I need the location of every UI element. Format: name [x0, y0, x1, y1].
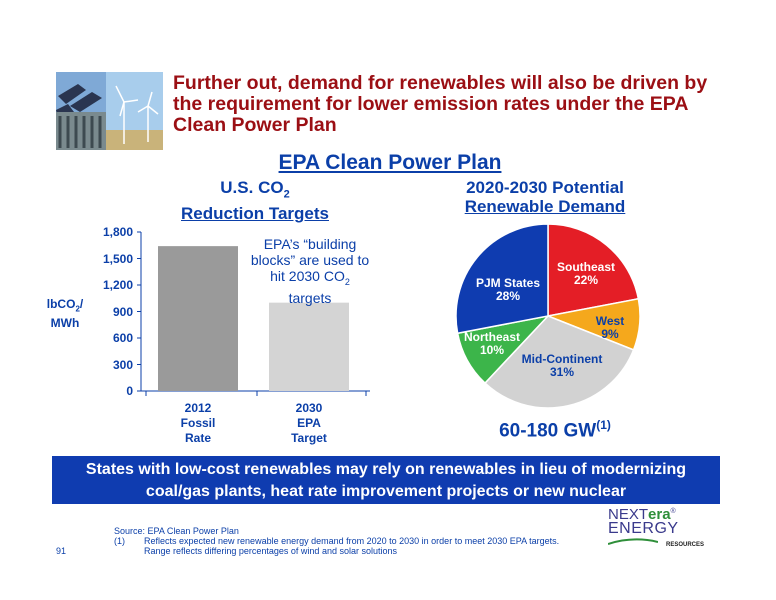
section-title: EPA Clean Power Plan: [278, 151, 502, 174]
y-label-sub: 2: [75, 304, 80, 314]
y-tick-label: 1,800: [102, 225, 133, 239]
pie-slice-pjm-states: [455, 223, 549, 335]
pie-chart-title: 2020-2030 Potential Renewable Demand: [415, 178, 675, 216]
y-axis-label: lbCO2/ MWh: [40, 297, 90, 330]
nextera-energy-logo: NEXTera® ENERGY RESOURCES: [600, 506, 720, 554]
bar-title-sub: 2: [283, 188, 290, 201]
pie-slice-mid-continent: [483, 315, 635, 409]
renewables-photo: [56, 72, 163, 150]
bar-chart-callout: EPA’s “building blocks” are used to hit …: [250, 236, 370, 306]
bar-chart-title: U.S. CO2 Reduction Targets: [150, 178, 360, 223]
demand-total: 60-180 GW(1): [480, 418, 630, 442]
callout-text: EPA’s “building blocks” are used to hit …: [250, 236, 370, 284]
y-tick-label: 1,200: [102, 278, 133, 292]
bar-title-part1: U.S. CO: [220, 178, 284, 197]
y-tick-label: 1,500: [102, 251, 133, 266]
callout-end: targets: [288, 289, 332, 306]
footnote-number: (1): [114, 536, 125, 546]
logo-resources: RESOURCES: [666, 542, 705, 548]
demand-total-footnote: (1): [596, 418, 611, 432]
logo-registered: ®: [670, 508, 676, 515]
demand-total-value: 60-180 GW: [499, 420, 597, 442]
y-label-slash: /: [79, 297, 84, 311]
callout-sub: 2: [344, 276, 350, 287]
bar-1: [158, 246, 238, 391]
pie-slice-label: Northeast 10%: [463, 330, 520, 357]
source-line: Source: EPA Clean Power Plan: [114, 526, 239, 536]
y-tick-label: 0: [126, 384, 133, 398]
y-tick-label: 900: [112, 304, 133, 319]
y-tick-label: 300: [112, 357, 133, 372]
pie-slice-label: West 9%: [595, 314, 625, 341]
pie-slice-label: PJM States 28%: [475, 276, 541, 303]
y-label-part2: MWh: [50, 316, 80, 331]
takeaway-banner: States with low-cost renewables may rely…: [52, 456, 720, 504]
logo-era: era: [648, 506, 671, 523]
bar-title-part2: Reduction Targets: [181, 204, 329, 224]
slide-headline: Further out, demand for renewables will …: [173, 72, 708, 136]
x-category-label: 2012 Fossil Rate: [180, 401, 216, 445]
pie-slice-label: Mid-Continent 31%: [521, 352, 603, 379]
logo-next: NEXT: [608, 506, 649, 523]
pie-title-line2: Renewable Demand: [464, 197, 626, 216]
x-category-label: 2030 EPA Target: [291, 401, 327, 445]
source-notes: Source: EPA Clean Power Plan (1) Reflects…: [114, 526, 559, 556]
logo-energy: ENERGY: [608, 520, 679, 537]
pie-title-line1: 2020-2030 Potential: [466, 178, 624, 197]
y-label-part1: lbCO: [46, 297, 76, 311]
logo-swoosh: [608, 538, 658, 545]
bar-2: [269, 302, 349, 391]
pie-slice-label: Southeast 22%: [556, 260, 615, 287]
pie-slice-southeast: [547, 223, 640, 317]
page-number: 91: [56, 546, 67, 556]
footnote-line1: Reflects expected new renewable energy d…: [144, 536, 560, 546]
footnote-line2: Range reflects differing percentages of …: [144, 546, 397, 556]
y-tick-label: 600: [112, 331, 133, 345]
